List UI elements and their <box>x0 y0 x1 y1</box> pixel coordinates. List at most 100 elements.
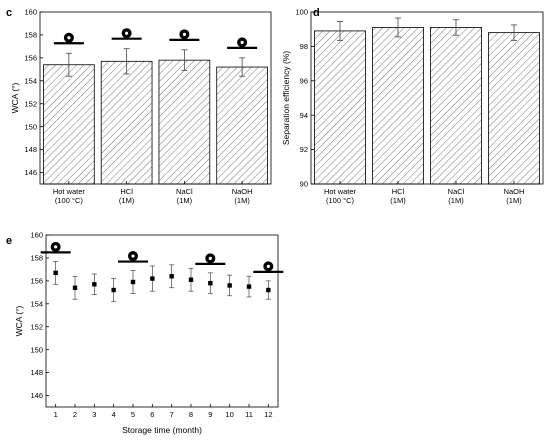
panel-e-y-axis-label: WCA (°) <box>14 305 24 336</box>
panel-d-x-tick-label-3-1: (1M) <box>506 196 522 205</box>
panel-e-x-tick-label-11: 12 <box>264 410 272 419</box>
panel-c-bar-1 <box>100 60 153 185</box>
panel-c-x-tick-label-2-0: NaCl <box>176 187 193 196</box>
panel-e-x-tick-label-6: 7 <box>170 410 174 419</box>
panel-c-frame <box>39 11 272 185</box>
panel-d-label: d <box>313 7 320 19</box>
panel-e-point-4 <box>130 279 136 285</box>
panel-e-droplet-icon-8 <box>195 253 226 265</box>
panel-e-y-tick-label-0: 146 <box>30 391 43 400</box>
panel-d-y-tick-label-0: 90 <box>300 180 308 189</box>
panel-c-x-ticks: Hot water(100 °C)HCl(1M)NaCl(1M)NaOH(1M) <box>53 181 253 205</box>
panel-d-bar-0 <box>314 30 366 185</box>
panel-c-error-bar-3 <box>239 57 246 77</box>
panel-c-y-ticks: 146 148 150 152 154 156 158 160 <box>24 8 43 177</box>
panel-e-y-tick-label-3: 152 <box>30 322 43 331</box>
panel-d-x-tick-label-1-1: (1M) <box>390 196 406 205</box>
panel-c-error-bar-1 <box>123 48 130 75</box>
panel-d-bar-2 <box>430 27 482 185</box>
panel-e-frame <box>45 234 279 408</box>
panel-d-y-tick-label-1: 92 <box>300 145 308 154</box>
panel-d-x-ticks: Hot water(100 °C)HCl(1M)NaCl(1M)NaOH(1M) <box>324 181 524 205</box>
panel-d-y-ticks: 90 92 94 96 98 100 <box>295 8 314 189</box>
panel-e-point-6 <box>169 274 174 279</box>
panel-e-x-tick-label-3: 4 <box>112 410 116 419</box>
panel-d-bar-3 <box>488 32 540 185</box>
panel-d-x-tick-label-0-0: Hot water <box>324 187 357 196</box>
panel-d-y-tick-label-4: 98 <box>300 42 308 51</box>
panel-e-droplet-icon-4 <box>118 251 148 263</box>
panel-c-y-tick-label-6: 158 <box>24 31 37 40</box>
panel-e-label: e <box>6 235 12 247</box>
panel-c-y-tick-label-7: 160 <box>24 8 37 17</box>
panel-c-x-tick-label-3-0: NaOH <box>232 187 253 196</box>
panel-e-y-ticks: 146 148 150 152 154 156 158 160 <box>30 231 49 400</box>
panel-d-error-bar-0 <box>337 21 343 41</box>
panel-c-bar-3 <box>216 66 268 185</box>
panel-c-x-tick-label-0-0: Hot water <box>53 187 86 196</box>
panel-d-bar-1 <box>372 27 424 185</box>
panel-c-error-bar-0 <box>65 52 72 77</box>
panel-e-point-3 <box>111 287 116 293</box>
panel-e-point-11 <box>266 287 271 293</box>
panel-e-x-tick-label-9: 10 <box>225 410 233 419</box>
panel-e-y-tick-label-7: 160 <box>30 231 43 240</box>
panel-d-y-tick-label-2: 94 <box>300 111 308 120</box>
panel-c-error-bar-2 <box>181 49 188 71</box>
panel-c-droplet-icon-0 <box>53 32 84 45</box>
panel-c-x-tick-label-2-1: (1M) <box>177 196 193 205</box>
panel-c-x-tick-label-1-1: (1M) <box>119 196 135 205</box>
panel-d-y-tick-label-3: 96 <box>300 76 308 85</box>
panel-e-droplet-icon-11 <box>253 261 284 273</box>
panel-c-x-tick-label-1-0: HCl <box>120 187 133 196</box>
panel-e-x-tick-label-4: 5 <box>131 410 135 419</box>
panel-e-x-tick-label-2: 3 <box>92 410 96 419</box>
panel-e-y-tick-label-5: 156 <box>30 276 43 285</box>
panel-e-point-5 <box>150 276 155 281</box>
panel-e-point-2 <box>92 282 97 287</box>
panel-e-point-10 <box>246 284 252 289</box>
panel-e-points <box>40 241 284 302</box>
panel-c-y-tick-label-3: 152 <box>24 99 37 108</box>
panel-e: e WCA (°) Storage time (month) 146148150… <box>6 231 284 435</box>
panel-d-error-bar-3 <box>511 24 517 41</box>
panel-e-point-0 <box>53 270 58 276</box>
panel-d-error-bar-1 <box>395 17 401 38</box>
panel-d-x-tick-label-2-0: NaCl <box>448 187 465 196</box>
panel-e-x-ticks: 1 2 3 4 5 6 7 8 9 10 11 12 <box>54 404 273 419</box>
panel-c-droplet-icon-1 <box>111 28 142 40</box>
panel-c-y-tick-label-0: 146 <box>24 168 37 177</box>
panel-e-x-tick-label-0: 1 <box>54 410 58 419</box>
panel-d-y-tick-label-5: 100 <box>295 8 308 17</box>
panel-c: c WCA (°) 146 148 150 152 154 156 158 160 Hot w… <box>6 7 272 205</box>
panel-c-x-tick-label-0-1: (100 °C) <box>55 196 84 205</box>
panel-e-x-tick-label-10: 11 <box>245 410 253 419</box>
panel-c-y-tick-label-4: 154 <box>24 76 37 85</box>
panel-c-droplet-icon-2 <box>169 29 200 41</box>
panel-c-bar-2 <box>158 59 211 185</box>
panel-e-x-tick-label-1: 2 <box>73 410 77 419</box>
panel-d-x-tick-label-0-1: (100 °C) <box>326 196 355 205</box>
panel-d-bars <box>314 17 540 185</box>
panel-c-bar-0 <box>43 64 95 185</box>
panel-e-y-tick-label-4: 154 <box>30 299 43 308</box>
panel-c-y-tick-label-1: 148 <box>24 145 37 154</box>
panel-e-droplet-icon-0 <box>40 241 71 254</box>
panel-c-y-axis-label: WCA (°) <box>10 82 20 113</box>
panel-e-point-9 <box>227 283 232 288</box>
panel-e-x-tick-label-8: 9 <box>208 410 212 419</box>
panel-d-error-bar-2 <box>453 19 459 36</box>
panel-e-x-axis-label: Storage time (month) <box>122 425 202 435</box>
panel-e-y-tick-label-2: 150 <box>30 345 43 354</box>
panel-d-x-tick-label-3-0: NaOH <box>504 187 525 196</box>
panel-e-x-tick-label-7: 8 <box>189 410 193 419</box>
panel-d-x-tick-label-1-0: HCl <box>392 187 405 196</box>
panel-c-label: c <box>6 7 12 19</box>
panel-c-droplet-icon-3 <box>227 37 258 49</box>
panel-c-bars <box>43 28 268 185</box>
panel-e-x-tick-label-5: 6 <box>150 410 154 419</box>
panel-e-point-1 <box>72 285 78 290</box>
panel-e-y-tick-label-1: 148 <box>30 368 43 377</box>
panel-c-x-tick-label-3-1: (1M) <box>234 196 250 205</box>
